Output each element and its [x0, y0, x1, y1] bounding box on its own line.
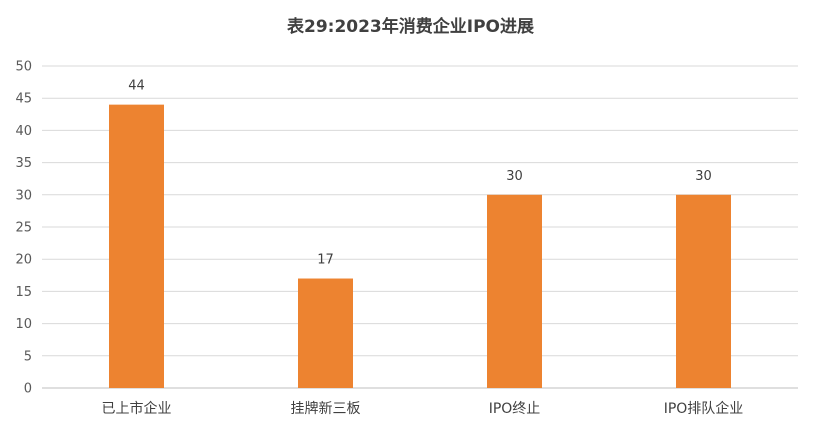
- data-label: 17: [317, 253, 334, 268]
- category-label: 挂牌新三板: [291, 400, 361, 417]
- gridlines: [42, 65, 798, 389]
- y-tick-label: 40: [15, 124, 32, 139]
- y-tick-label: 30: [15, 188, 32, 203]
- y-tick-label: 5: [24, 349, 32, 364]
- bars: [109, 104, 731, 388]
- y-axis-ticks: 0 5 10 15 20 25 30 35 40 45 50: [15, 60, 32, 397]
- bar: [109, 104, 164, 388]
- y-tick-label: 45: [15, 92, 32, 107]
- y-tick-label: 10: [15, 317, 32, 332]
- chart-title: 表29:2023年消费企业IPO进展: [287, 16, 534, 37]
- y-tick-label: 50: [15, 60, 32, 75]
- category-label: IPO排队企业: [664, 400, 744, 417]
- y-tick-label: 35: [15, 156, 32, 171]
- category-label: 已上市企业: [102, 400, 172, 417]
- y-tick-label: 15: [15, 285, 32, 300]
- category-label: IPO终止: [489, 401, 541, 417]
- data-label: 30: [506, 169, 523, 184]
- data-label: 44: [128, 79, 145, 94]
- x-axis-categories: 已上市企业 挂牌新三板 IPO终止 IPO排队企业: [102, 400, 744, 417]
- bar: [298, 278, 353, 388]
- y-tick-label: 20: [15, 253, 32, 268]
- bar: [676, 194, 731, 388]
- y-tick-label: 0: [24, 382, 32, 397]
- data-label: 30: [695, 169, 712, 184]
- bar: [487, 194, 542, 388]
- data-labels: 44 17 30 30: [128, 79, 712, 268]
- y-tick-label: 25: [15, 221, 32, 236]
